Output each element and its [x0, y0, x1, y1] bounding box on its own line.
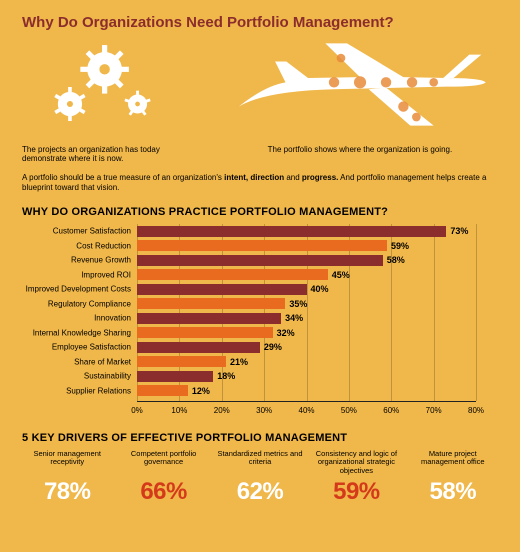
- bar-row: Improved Development Costs40%: [137, 284, 476, 295]
- driver-item: Standardized metrics and criteria62%: [215, 450, 305, 506]
- driver-label: Standardized metrics and criteria: [215, 450, 305, 476]
- bar-row: Internal Knowledge Sharing32%: [137, 327, 476, 338]
- bar-row: Revenue Growth58%: [137, 255, 476, 266]
- infographic-page: Why Do Organizations Need Portfolio Mana…: [0, 0, 520, 552]
- hero-graphics: [22, 39, 498, 143]
- bar-category-label: Innovation: [94, 314, 131, 323]
- chart-tick-label: 50%: [341, 406, 357, 415]
- driver-label: Senior management receptivity: [22, 450, 112, 476]
- bar-category-label: Cost Reduction: [76, 241, 131, 250]
- drivers-heading: 5 KEY DRIVERS OF EFFECTIVE PORTFOLIO MAN…: [22, 432, 498, 444]
- chart-heading: WHY DO ORGANIZATIONS PRACTICE PORTFOLIO …: [22, 206, 498, 218]
- bar: [137, 255, 383, 266]
- bar: [137, 284, 307, 295]
- page-title: Why Do Organizations Need Portfolio Mana…: [22, 14, 498, 31]
- bar-value-label: 40%: [311, 284, 329, 294]
- chart-tick-label: 80%: [468, 406, 484, 415]
- driver-value: 78%: [22, 478, 112, 506]
- caption-left: The projects an organization has today d…: [22, 145, 222, 163]
- bar-row: Improved ROI45%: [137, 269, 476, 280]
- chart-tick-label: 60%: [383, 406, 399, 415]
- bar-value-label: 32%: [277, 328, 295, 338]
- airplane-graphic: [222, 39, 498, 143]
- bar: [137, 371, 213, 382]
- bar: [137, 298, 285, 309]
- bar-category-label: Regulatory Compliance: [48, 299, 131, 308]
- bar-value-label: 59%: [391, 241, 409, 251]
- driver-item: Mature project management office58%: [408, 450, 498, 506]
- chart-tick-label: 70%: [426, 406, 442, 415]
- bar-row: Regulatory Compliance35%: [137, 298, 476, 309]
- bar-category-label: Employee Satisfaction: [52, 343, 131, 352]
- driver-item: Senior management receptivity78%: [22, 450, 112, 506]
- chart-tick-label: 40%: [298, 406, 314, 415]
- bar-value-label: 29%: [264, 342, 282, 352]
- gears-graphic: [22, 39, 222, 143]
- bar-row: Supplier Relations12%: [137, 385, 476, 396]
- intro-blurb: A portfolio should be a true measure of …: [22, 173, 498, 194]
- blurb-mid: and: [284, 173, 302, 182]
- driver-label: Competent portfolio governance: [118, 450, 208, 476]
- chart-plot-area: 0%10%20%30%40%50%60%70%80%Customer Satis…: [137, 224, 476, 402]
- bar: [137, 342, 260, 353]
- bar-row: Cost Reduction59%: [137, 240, 476, 251]
- blurb-pre: A portfolio should be a true measure of …: [22, 173, 224, 182]
- bar: [137, 356, 226, 367]
- caption-right: The portfolio shows where the organizati…: [222, 145, 498, 163]
- bar-category-label: Sustainability: [84, 372, 131, 381]
- bar-value-label: 58%: [387, 255, 405, 265]
- bar-category-label: Share of Market: [74, 357, 131, 366]
- bar-category-label: Revenue Growth: [71, 256, 131, 265]
- driver-label: Mature project management office: [408, 450, 498, 476]
- bar-value-label: 34%: [285, 313, 303, 323]
- bar: [137, 385, 188, 396]
- bar-category-label: Customer Satisfaction: [53, 227, 131, 236]
- chart-tick-label: 10%: [171, 406, 187, 415]
- driver-item: Consistency and logic of organizational …: [311, 450, 401, 506]
- bar-row: Customer Satisfaction73%: [137, 226, 476, 237]
- bar-category-label: Improved Development Costs: [26, 285, 131, 294]
- bar-row: Employee Satisfaction29%: [137, 342, 476, 353]
- bar-category-label: Improved ROI: [81, 270, 131, 279]
- hero-captions: The projects an organization has today d…: [22, 145, 498, 163]
- bar-value-label: 12%: [192, 386, 210, 396]
- blurb-bold1: intent, direction: [224, 173, 284, 182]
- bar-category-label: Internal Knowledge Sharing: [33, 328, 131, 337]
- bar: [137, 240, 387, 251]
- bar: [137, 226, 446, 237]
- bar: [137, 327, 273, 338]
- driver-label: Consistency and logic of organizational …: [311, 450, 401, 476]
- chart-tick-label: 30%: [256, 406, 272, 415]
- blurb-bold2: progress.: [302, 173, 338, 182]
- bar-row: Share of Market21%: [137, 356, 476, 367]
- chart-gridline: [476, 224, 477, 401]
- bar: [137, 269, 328, 280]
- bar-value-label: 35%: [289, 299, 307, 309]
- driver-value: 66%: [118, 478, 208, 506]
- bar-category-label: Supplier Relations: [66, 386, 131, 395]
- driver-value: 58%: [408, 478, 498, 506]
- bar-row: Innovation34%: [137, 313, 476, 324]
- bar-value-label: 73%: [450, 226, 468, 236]
- bar-value-label: 45%: [332, 270, 350, 280]
- driver-item: Competent portfolio governance66%: [118, 450, 208, 506]
- bar-chart: 0% 10% 20% 30% 40% 50% 60% 70% 80% Customer Satis…: [22, 224, 498, 420]
- driver-value: 59%: [311, 478, 401, 506]
- bar-row: Sustainability18%: [137, 371, 476, 382]
- drivers-row: Senior management receptivity78%Competen…: [22, 450, 498, 506]
- driver-value: 62%: [215, 478, 305, 506]
- bar-value-label: 21%: [230, 357, 248, 367]
- bar-value-label: 18%: [217, 371, 235, 381]
- chart-tick-label: 20%: [214, 406, 230, 415]
- chart-tick-label: 0%: [131, 406, 143, 415]
- bar: [137, 313, 281, 324]
